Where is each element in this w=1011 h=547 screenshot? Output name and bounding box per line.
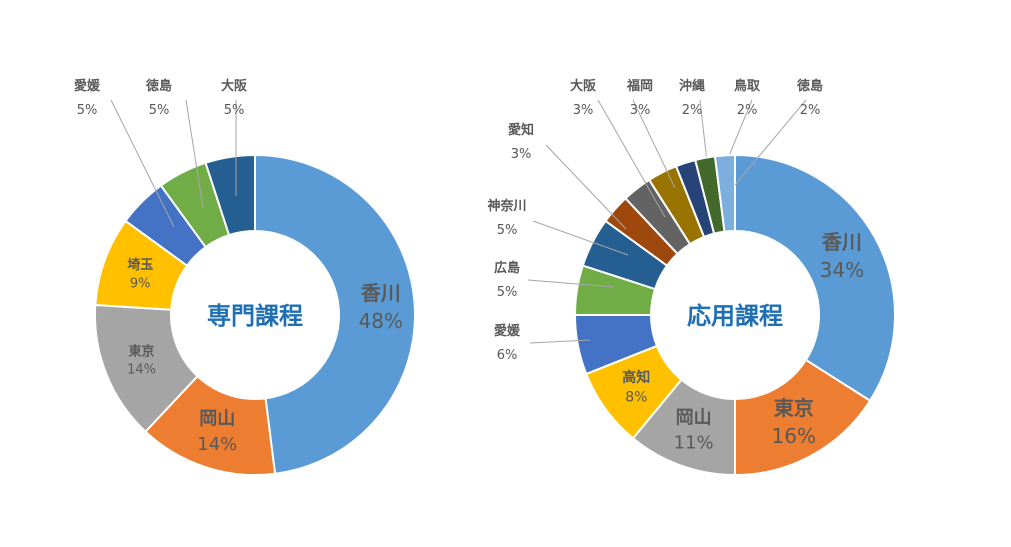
slice-label: 高知 bbox=[622, 369, 650, 386]
slice-value-label: 2% bbox=[800, 103, 821, 118]
slice-label: 岡山 bbox=[676, 407, 712, 428]
slice-label: 東京 bbox=[774, 396, 814, 420]
slice-label: 東京 bbox=[129, 343, 155, 359]
slice-label: 鳥取 bbox=[734, 78, 761, 94]
slice-value-label: 11% bbox=[674, 433, 714, 454]
slice-label: 大阪 bbox=[221, 78, 248, 94]
donut-chart-ouyou: 香川 34% 東京 16% 岡山 11% 高知 8% 愛媛 6% 広島 5% 神奈川 5% 愛知 3% 大阪 3%… bbox=[487, 78, 896, 477]
leader-line bbox=[545, 144, 627, 230]
slice-label: 埼玉 bbox=[127, 257, 153, 273]
slice-value-label: 34% bbox=[820, 258, 864, 282]
slice-value-label: 14% bbox=[197, 434, 237, 455]
slice-ouyou-0 bbox=[734, 153, 896, 403]
slice-label: 大阪 bbox=[570, 78, 597, 94]
slice-senmon-6 bbox=[204, 153, 256, 237]
slice-label: 香川 bbox=[361, 281, 401, 305]
donut-chart-senmon: 香川 48% 岡山 14% 東京 14% 埼玉 9% 愛媛 5% 徳島 5% 大阪 5% 専門課程 bbox=[74, 78, 416, 476]
leader-line bbox=[110, 99, 175, 228]
slice-label: 岡山 bbox=[199, 409, 235, 430]
slice-senmon-0 bbox=[254, 153, 416, 475]
leader-line bbox=[632, 99, 676, 189]
slice-label: 神奈川 bbox=[487, 198, 526, 214]
leader-line bbox=[734, 99, 807, 186]
slice-ouyou-12 bbox=[713, 153, 736, 233]
slice-value-label: 3% bbox=[511, 147, 532, 162]
leader-line bbox=[532, 220, 629, 256]
leader-line bbox=[185, 99, 204, 209]
slice-value-label: 5% bbox=[224, 103, 245, 118]
slice-value-label: 5% bbox=[149, 103, 170, 118]
chart-title: 応用課程 bbox=[687, 302, 783, 330]
slice-value-label: 48% bbox=[359, 309, 403, 333]
slice-label: 香川 bbox=[822, 230, 862, 254]
leader-line bbox=[529, 339, 591, 344]
slice-value-label: 3% bbox=[630, 103, 651, 118]
slice-label: 広島 bbox=[494, 260, 520, 276]
slice-value-label: 3% bbox=[573, 103, 594, 118]
slice-value-label: 8% bbox=[625, 389, 647, 405]
slice-label: 愛知 bbox=[508, 122, 534, 138]
leader-line bbox=[527, 279, 615, 288]
chart-title: 専門課程 bbox=[207, 302, 303, 330]
slice-value-label: 9% bbox=[130, 276, 151, 291]
slice-value-label: 14% bbox=[127, 363, 156, 378]
slice-value-label: 5% bbox=[497, 223, 518, 238]
slice-label: 愛媛 bbox=[494, 323, 521, 339]
slice-label: 徳島 bbox=[145, 78, 172, 94]
leader-line bbox=[597, 99, 666, 218]
slice-value-label: 5% bbox=[77, 103, 98, 118]
slice-label: 福岡 bbox=[626, 78, 653, 94]
slice-value-label: 6% bbox=[497, 348, 518, 363]
slice-value-label: 2% bbox=[682, 103, 703, 118]
slice-value-label: 2% bbox=[737, 103, 758, 118]
slice-label: 愛媛 bbox=[74, 78, 101, 94]
slice-label: 沖縄 bbox=[679, 78, 705, 94]
slice-value-label: 5% bbox=[497, 285, 518, 300]
slice-label: 徳島 bbox=[796, 78, 823, 94]
slice-value-label: 16% bbox=[772, 424, 816, 448]
